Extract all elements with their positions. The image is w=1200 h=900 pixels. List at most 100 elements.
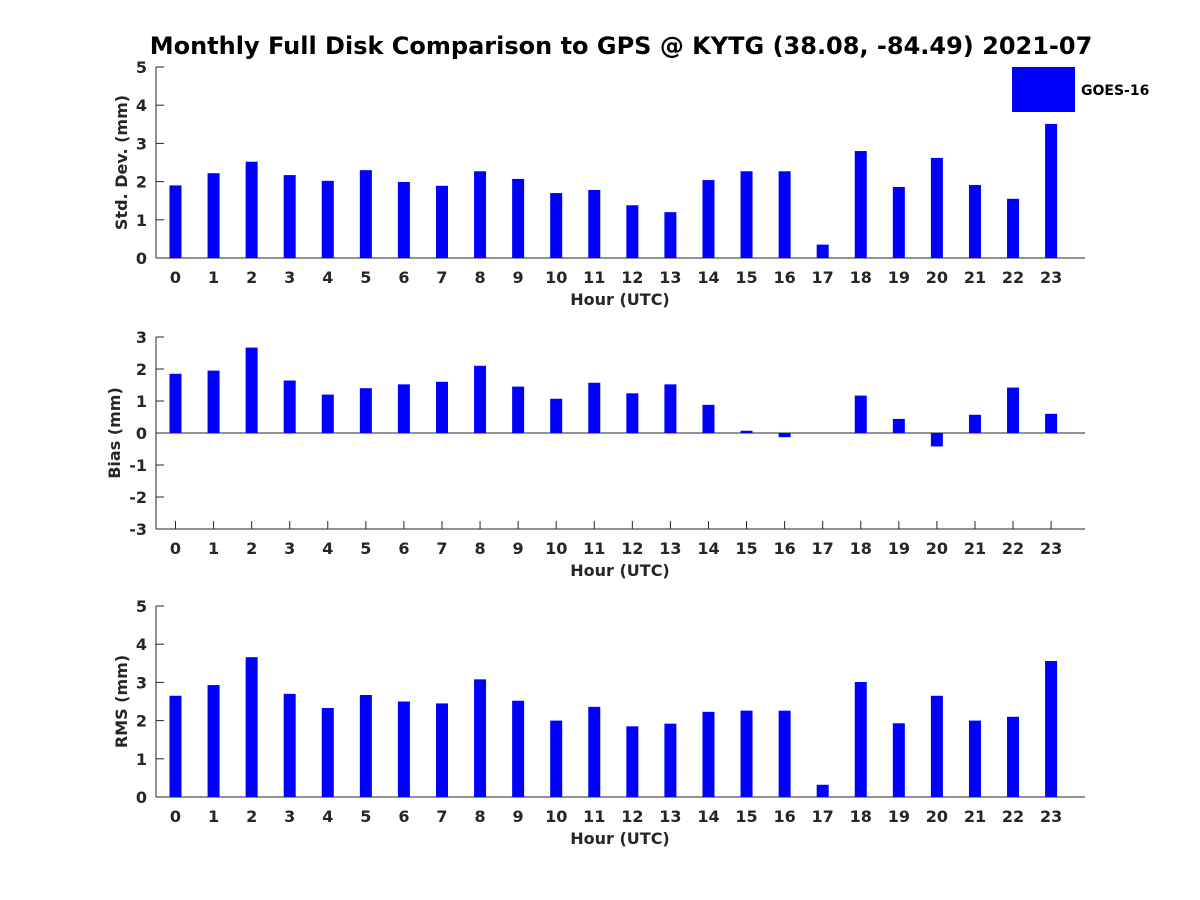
- bar-hour-4[interactable]: [321, 180, 334, 258]
- y-tick-label: 5: [136, 58, 147, 77]
- bar-hour-5[interactable]: [359, 170, 372, 258]
- legend[interactable]: GOES-16: [1012, 67, 1149, 112]
- bar-hour-15[interactable]: [740, 430, 753, 433]
- bar-hour-0[interactable]: [169, 373, 182, 433]
- bar-hour-14[interactable]: [702, 180, 715, 258]
- bar-hour-23[interactable]: [1045, 123, 1058, 258]
- x-tick-label: 12: [621, 268, 643, 287]
- x-tick-label: 7: [436, 268, 447, 287]
- y-tick-label: 0: [136, 249, 147, 268]
- x-tick-label: 23: [1040, 539, 1062, 558]
- bar-hour-9[interactable]: [512, 386, 525, 433]
- bar-hour-6[interactable]: [397, 384, 410, 433]
- bar-hour-10[interactable]: [550, 193, 563, 258]
- bar-hour-11[interactable]: [588, 190, 601, 258]
- bar-hour-10[interactable]: [550, 720, 563, 797]
- y-tick-label: 3: [136, 134, 147, 153]
- bar-hour-1[interactable]: [207, 685, 220, 797]
- bar-hour-5[interactable]: [359, 695, 372, 797]
- bar-hour-17[interactable]: [816, 244, 829, 258]
- bar-hour-22[interactable]: [1007, 198, 1020, 258]
- bar-hour-23[interactable]: [1045, 661, 1058, 797]
- y-tick-label: 3: [136, 673, 147, 692]
- x-tick-label: 7: [436, 807, 447, 826]
- bar-hour-13[interactable]: [664, 212, 677, 258]
- bar-hour-11[interactable]: [588, 706, 601, 797]
- bar-hour-14[interactable]: [702, 404, 715, 433]
- bar-hour-22[interactable]: [1007, 387, 1020, 433]
- bar-hour-18[interactable]: [854, 682, 867, 797]
- bar-hour-17[interactable]: [816, 784, 829, 797]
- bar-hour-21[interactable]: [968, 720, 981, 797]
- x-tick-label: 4: [322, 807, 333, 826]
- bar-hour-6[interactable]: [397, 181, 410, 258]
- x-tick-label: 1: [208, 539, 219, 558]
- bar-hour-11[interactable]: [588, 382, 601, 433]
- x-tick-label: 1: [208, 807, 219, 826]
- bar-hour-7[interactable]: [435, 703, 448, 797]
- bar-hour-3[interactable]: [283, 380, 296, 433]
- bar-hour-16[interactable]: [778, 710, 791, 797]
- bar-hour-6[interactable]: [397, 701, 410, 798]
- bar-hour-21[interactable]: [968, 185, 981, 258]
- x-tick-label: 5: [360, 268, 371, 287]
- bar-hour-7[interactable]: [435, 381, 448, 433]
- bar-hour-16[interactable]: [778, 433, 791, 438]
- y-tick-label: 0: [136, 788, 147, 807]
- bar-hour-8[interactable]: [474, 171, 487, 258]
- bar-hour-12[interactable]: [626, 205, 639, 258]
- bar-hour-8[interactable]: [474, 365, 487, 433]
- bar-hour-14[interactable]: [702, 711, 715, 797]
- y-tick-label: 2: [136, 360, 147, 379]
- bar-hour-10[interactable]: [550, 398, 563, 433]
- bar-hour-2[interactable]: [245, 657, 258, 797]
- bar-hour-8[interactable]: [474, 679, 487, 797]
- bar-hour-3[interactable]: [283, 175, 296, 258]
- x-tick-label: 13: [659, 268, 681, 287]
- bar-hour-1[interactable]: [207, 173, 220, 258]
- bar-hour-12[interactable]: [626, 726, 639, 797]
- bar-hour-21[interactable]: [968, 414, 981, 433]
- y-tick-label: 4: [136, 96, 147, 115]
- y-axis-label: Bias (mm): [105, 387, 124, 479]
- bar-hour-16[interactable]: [778, 171, 791, 258]
- bar-hour-9[interactable]: [512, 700, 525, 797]
- bar-hour-15[interactable]: [740, 710, 753, 797]
- bar-hour-15[interactable]: [740, 171, 753, 258]
- bar-hour-19[interactable]: [892, 186, 905, 258]
- bar-hour-13[interactable]: [664, 723, 677, 797]
- x-axis-label: Hour (UTC): [570, 561, 670, 580]
- x-tick-label: 18: [850, 539, 872, 558]
- bar-hour-0[interactable]: [169, 185, 182, 258]
- x-tick-label: 22: [1002, 268, 1024, 287]
- x-tick-label: 13: [659, 807, 681, 826]
- bar-hour-3[interactable]: [283, 693, 296, 797]
- bar-hour-4[interactable]: [321, 707, 334, 797]
- bar-hour-12[interactable]: [626, 393, 639, 433]
- bar-hour-18[interactable]: [854, 151, 867, 258]
- bar-hour-9[interactable]: [512, 178, 525, 258]
- x-tick-label: 23: [1040, 807, 1062, 826]
- x-tick-label: 15: [735, 807, 757, 826]
- x-tick-label: 3: [284, 807, 295, 826]
- bar-hour-19[interactable]: [892, 418, 905, 433]
- x-tick-label: 4: [322, 539, 333, 558]
- bar-hour-2[interactable]: [245, 161, 258, 258]
- bar-hour-4[interactable]: [321, 394, 334, 433]
- bar-hour-19[interactable]: [892, 723, 905, 797]
- bar-hour-22[interactable]: [1007, 716, 1020, 797]
- bar-hour-20[interactable]: [930, 433, 943, 447]
- bar-hour-20[interactable]: [930, 157, 943, 258]
- bar-hour-5[interactable]: [359, 388, 372, 433]
- bar-hour-0[interactable]: [169, 695, 182, 797]
- bar-hour-23[interactable]: [1045, 413, 1058, 433]
- bar-hour-20[interactable]: [930, 695, 943, 797]
- bar-hour-2[interactable]: [245, 347, 258, 433]
- bar-hour-7[interactable]: [435, 185, 448, 258]
- bar-hour-18[interactable]: [854, 395, 867, 433]
- bar-hour-1[interactable]: [207, 370, 220, 433]
- bar-hour-13[interactable]: [664, 384, 677, 433]
- x-tick-label: 8: [474, 807, 485, 826]
- x-tick-label: 21: [964, 268, 986, 287]
